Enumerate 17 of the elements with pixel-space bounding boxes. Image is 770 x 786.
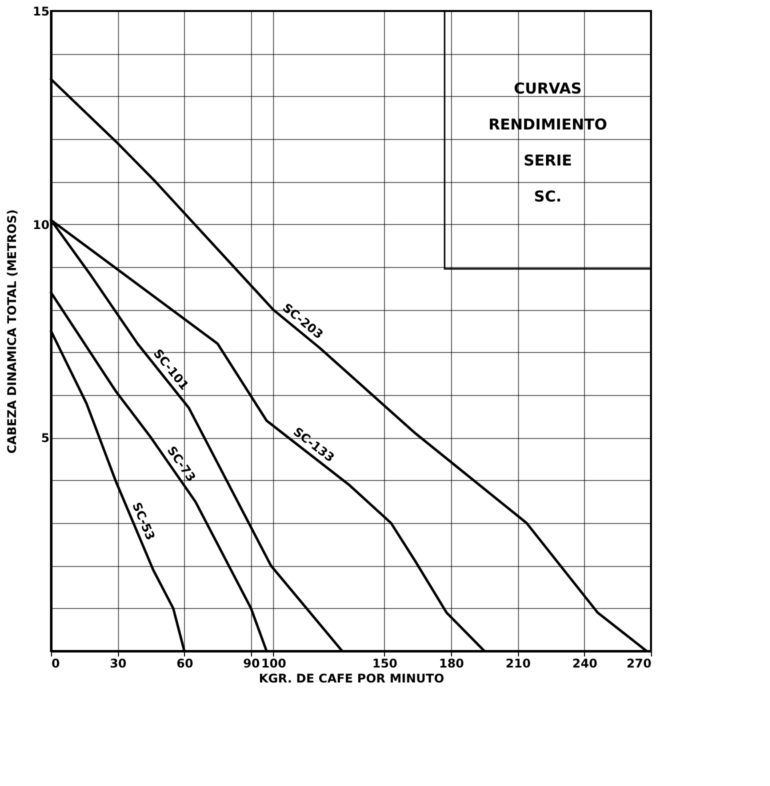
y-axis-title: CABEZA DINAMICA TOTAL (METROS) (4, 209, 19, 454)
x-tick-label: 180 (438, 656, 464, 670)
y-tick-label: 10 (32, 218, 50, 232)
x-tick-label: 100 (261, 656, 286, 670)
x-tick-label: 210 (506, 656, 531, 670)
x-tick-label: 30 (110, 656, 127, 670)
x-tick-label: 0 (52, 656, 60, 670)
y-tick-label: 15 (32, 4, 50, 18)
x-axis-title: KGR. DE CAFE POR MINUTO (258, 672, 444, 686)
y-tick-label: 5 (41, 431, 50, 446)
x-tick-label: 150 (372, 656, 398, 670)
x-tick-label: 270 (626, 656, 652, 670)
x-tick-label: 90 (243, 656, 260, 670)
x-tick-label: 240 (572, 656, 598, 670)
text: SC. (534, 188, 562, 206)
text: SERIE (524, 152, 572, 170)
x-tick-label: 60 (176, 656, 194, 670)
